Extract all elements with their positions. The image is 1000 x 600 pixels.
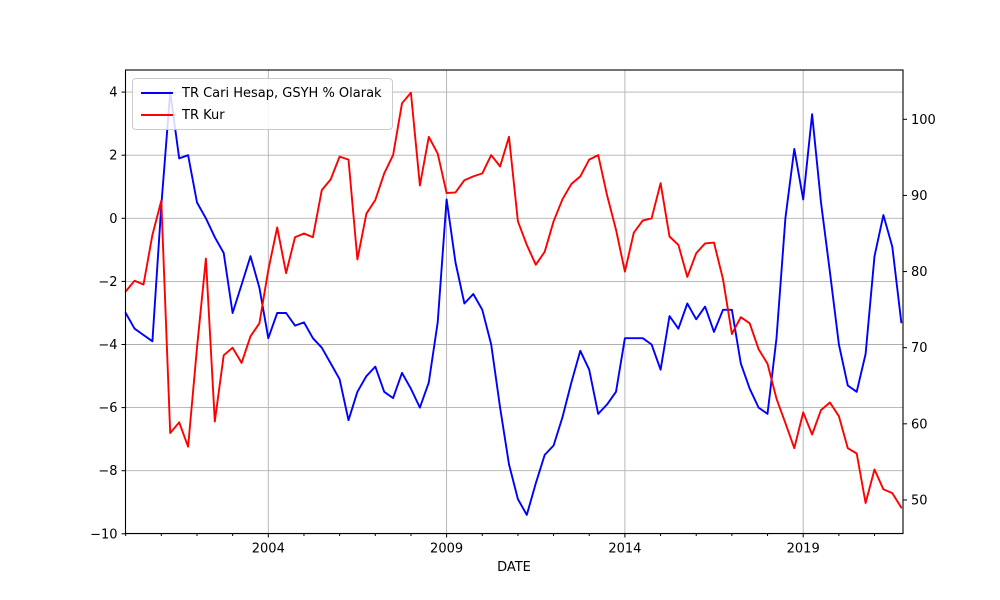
left-tick-label: 0 [109,212,117,227]
left-tick-label: −6 [98,401,117,416]
right-tick-label: 50 [911,493,928,508]
x-tick-label: 2014 [608,542,641,557]
legend-entry-cari-hesap: TR Cari Hesap, GSYH % Olarak [141,84,382,102]
legend-label: TR Kur [182,107,225,123]
x-axis-title: DATE [497,560,531,575]
series-line-kur [124,91,903,509]
legend-line-red-icon [141,114,173,116]
right-tick-label: 80 [911,265,928,280]
right-tick-label: 70 [911,341,928,356]
x-tick-label: 2004 [252,542,285,557]
legend-label: TR Cari Hesap, GSYH % Olarak [182,85,382,101]
right-tick-label: 100 [911,113,936,128]
legend: TR Cari Hesap, GSYH % Olarak TR Kur [132,78,393,130]
series-line-cari-hesap [124,91,903,516]
grid-layer [125,70,903,535]
left-tick-label: 2 [109,149,117,164]
left-tick-label: −2 [98,275,117,290]
tick-label-layer: 4 2 0 −2 −4 −6 −8 −10 100 90 80 70 60 50 2004 2009 2014 2… [90,86,936,557]
legend-line-blue-icon [141,92,173,94]
x-tick-label: 2019 [787,542,820,557]
x-tick-label: 2009 [430,542,463,557]
left-tick-label: −10 [90,527,117,542]
right-tick-label: 60 [911,417,928,432]
left-tick-label: 4 [109,86,117,101]
right-tick-label: 90 [911,189,928,204]
left-tick-label: −4 [98,338,117,353]
axes-box [124,69,904,535]
legend-entry-kur: TR Kur [141,106,382,124]
left-tick-label: −8 [98,464,117,479]
tick-layer [121,91,907,538]
